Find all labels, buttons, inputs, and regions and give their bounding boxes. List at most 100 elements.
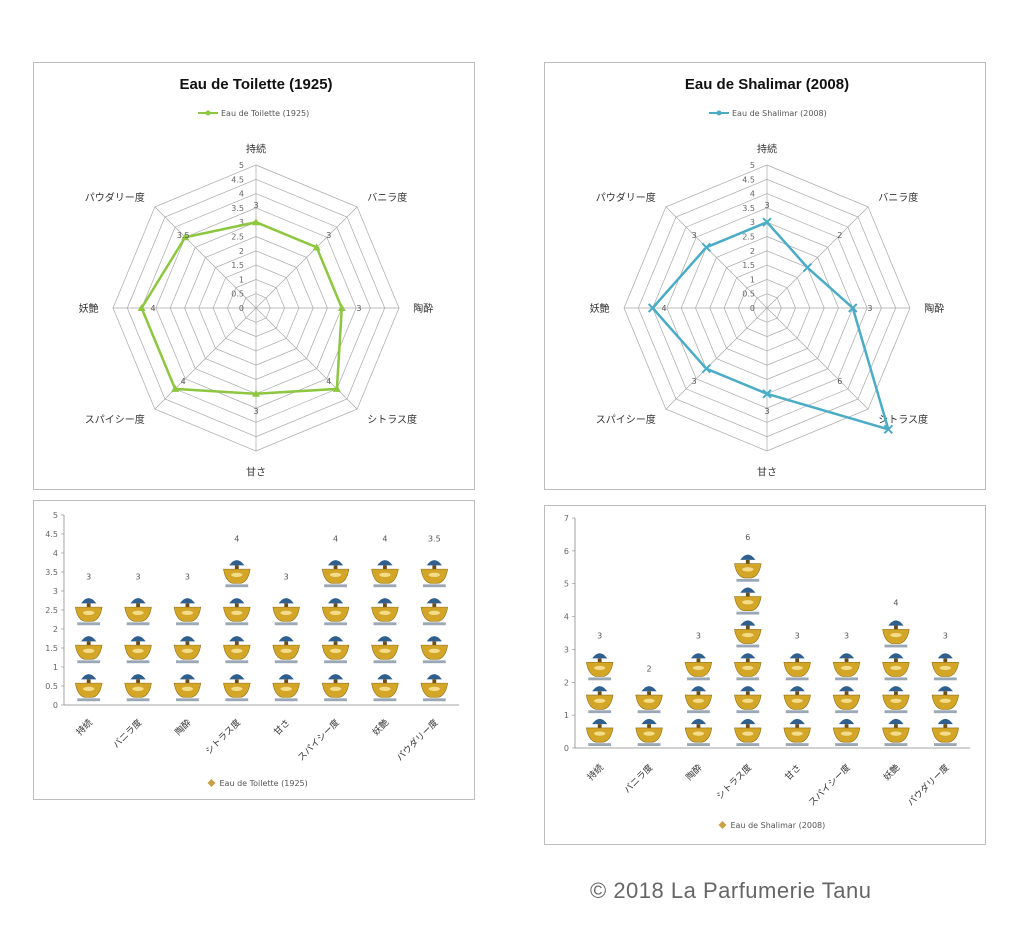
data-label: 3 [696, 632, 701, 641]
bottle-neck [795, 658, 800, 663]
bottle-neck [894, 691, 898, 696]
perfume-bottle-icon [684, 686, 713, 714]
bottle-neck [333, 679, 338, 684]
axis-label: スパイシー度 [596, 413, 656, 426]
bottle-label [939, 698, 952, 703]
copyright-notice: © 2018 La Parfumerie Tanu [590, 878, 872, 903]
grid-spoke [665, 206, 768, 309]
bottle-base [324, 698, 347, 702]
perfume-bottle-icon [223, 674, 251, 702]
bottle-base [588, 743, 612, 746]
data-point [848, 303, 858, 313]
data-label: 3 [185, 572, 190, 581]
bottle-neck [647, 724, 651, 728]
tick-label: 1 [239, 275, 244, 284]
data-label: 3 [692, 377, 697, 386]
perfume-bottle-icon [321, 636, 350, 664]
axis-label: バニラ度 [367, 191, 407, 204]
bottle-base [884, 710, 908, 714]
bottle-base [588, 677, 612, 681]
category-label: 陶酔 [683, 762, 704, 783]
bar-chart-shalimar: 0 1 2 3 4 5 6 7 3 持続 2 バニラ度 3 陶酔 6 シトラス度 3 甘さ 3 スパイシー度 4 妖艶 3 パ… [564, 514, 970, 830]
perfume-bottle-icon [420, 636, 448, 664]
bottle-neck [597, 658, 602, 663]
data-point [762, 389, 772, 399]
category-label: 妖艶 [881, 762, 902, 783]
bottle-neck [136, 603, 140, 608]
tick-label: 2.5 [742, 233, 755, 242]
bottle-neck [943, 691, 948, 696]
y-tick-label: 5 [53, 511, 58, 520]
y-tick-label: 7 [564, 514, 569, 523]
bottle-cap [789, 653, 805, 659]
category-label: シトラス度 [714, 762, 754, 802]
perfume-bottle-icon [734, 653, 762, 681]
bottle-label [791, 731, 803, 736]
tick-label: 4 [239, 190, 244, 199]
bottle-cap [426, 636, 442, 642]
perfume-bottle-icon [882, 686, 910, 714]
bottle-neck [383, 603, 387, 608]
bottle-cap [937, 653, 953, 659]
perfume-bottle-icon [321, 560, 350, 588]
grid-spoke [154, 206, 257, 309]
bar [75, 598, 103, 702]
bottle-cap [377, 636, 393, 642]
category-label: 甘さ [782, 762, 803, 783]
perfume-bottle-icon [832, 653, 861, 681]
perfume-bottle-icon [832, 686, 861, 714]
bottle-label [692, 665, 705, 671]
y-tick-label: 2.5 [45, 606, 58, 615]
bottle-label [791, 665, 803, 671]
bottle-cap [278, 598, 294, 604]
bottle-neck [185, 679, 190, 684]
bottle-label [231, 610, 243, 615]
bottle-label [742, 600, 754, 605]
tick-label: 3.5 [742, 204, 755, 213]
bar [321, 560, 350, 702]
data-point [252, 218, 260, 226]
radar-chart-toilette: Eau de Toilette (1925) Eau de Toilette (1… [79, 76, 434, 478]
bar [882, 620, 910, 746]
bottle-cap [592, 653, 608, 659]
bottle-label [280, 648, 292, 653]
data-label: 3 [253, 407, 258, 416]
bottle-cap [426, 674, 442, 680]
bottle-label [742, 567, 754, 572]
bottle-label [329, 686, 342, 691]
grid-spoke [766, 206, 869, 309]
category-label: パウダリー度 [905, 762, 952, 809]
bottle-cap [838, 653, 855, 659]
bottle-label [181, 648, 194, 653]
data-point [883, 424, 894, 435]
bottle-neck [943, 658, 948, 663]
axis-label: 持続 [757, 143, 777, 156]
category-label: 持続 [585, 762, 606, 783]
y-tick-label: 3.5 [45, 568, 58, 577]
bottle-label [428, 572, 441, 577]
bottle-base [687, 677, 710, 681]
y-tick-label: 1 [564, 711, 569, 720]
perfume-bottle-icon [223, 560, 251, 588]
axis-label: パウダリー度 [596, 191, 656, 204]
bottle-cap [130, 636, 146, 642]
grid-spoke [766, 307, 869, 410]
bottle-label [82, 610, 95, 615]
tick-label: 4.5 [742, 175, 755, 184]
legend-label: Eau de Shalimar (2008) [732, 109, 827, 118]
axis-label: 甘さ [757, 465, 777, 478]
bottle-label [379, 686, 391, 691]
bottle-cap [179, 598, 196, 604]
y-tick-label: 0 [53, 701, 58, 710]
y-tick-label: 3 [53, 587, 58, 596]
bottle-neck [383, 641, 387, 646]
perfume-bottle-icon [734, 686, 762, 714]
bottle-base [274, 660, 298, 664]
data-point [181, 233, 190, 241]
perfume-bottle-icon [371, 636, 399, 664]
bottle-base [736, 578, 760, 582]
data-label: 2 [647, 664, 652, 673]
legend-marker [207, 779, 216, 787]
bottle-base [588, 710, 612, 714]
bottle-label [231, 572, 243, 577]
